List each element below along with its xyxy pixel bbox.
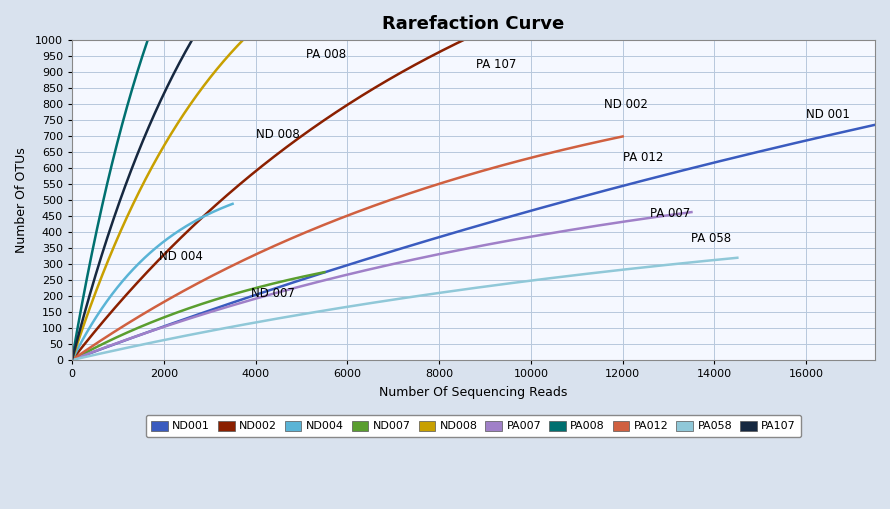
Y-axis label: Number Of OTUs: Number Of OTUs — [15, 147, 28, 253]
Text: ND 008: ND 008 — [255, 128, 299, 142]
Title: Rarefaction Curve: Rarefaction Curve — [383, 15, 564, 33]
Text: PA 058: PA 058 — [692, 232, 732, 245]
X-axis label: Number Of Sequencing Reads: Number Of Sequencing Reads — [379, 386, 568, 399]
Text: PA 107: PA 107 — [476, 58, 516, 71]
Text: ND 002: ND 002 — [604, 98, 648, 111]
Text: PA 008: PA 008 — [306, 48, 346, 62]
Text: ND 007: ND 007 — [251, 287, 295, 300]
Legend: ND001, ND002, ND004, ND007, ND008, PA007, PA008, PA012, PA058, PA107: ND001, ND002, ND004, ND007, ND008, PA007… — [146, 415, 801, 437]
Text: ND 001: ND 001 — [806, 107, 850, 121]
Text: PA 007: PA 007 — [651, 207, 691, 220]
Text: PA 012: PA 012 — [623, 151, 663, 164]
Text: ND 004: ND 004 — [159, 250, 203, 263]
